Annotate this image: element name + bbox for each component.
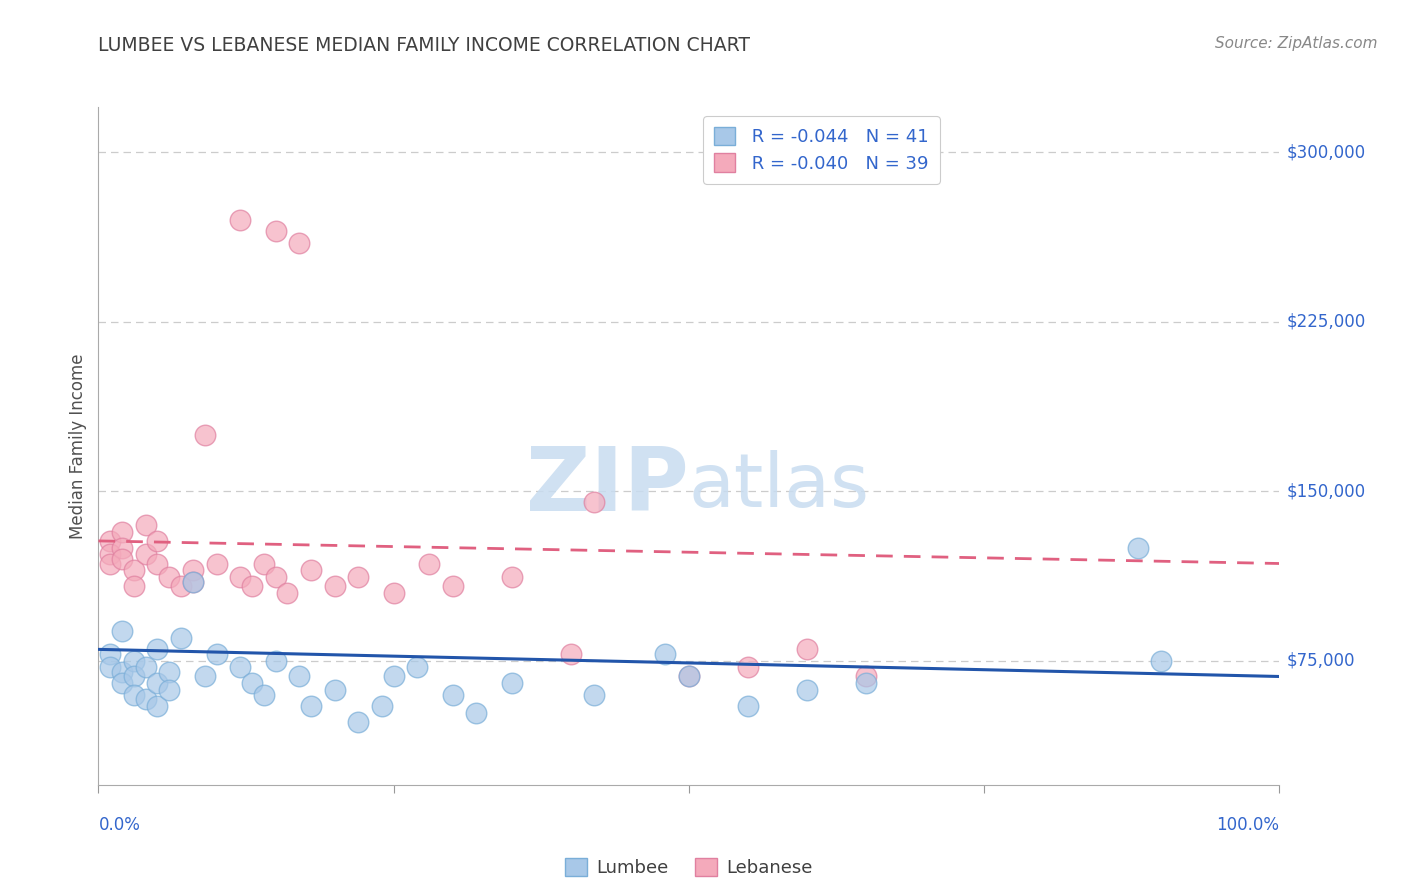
Point: [135, 518, 157, 533]
Point: [111, 541, 134, 555]
Y-axis label: Median Family Income: Median Family Income: [69, 353, 87, 539]
Point: [288, 669, 311, 683]
Point: [240, 676, 263, 690]
Point: [146, 676, 169, 690]
Text: $75,000: $75,000: [1286, 652, 1355, 670]
Text: atlas: atlas: [689, 450, 870, 524]
Point: [122, 688, 145, 702]
Text: $225,000: $225,000: [1286, 313, 1365, 331]
Point: [276, 586, 298, 600]
Point: [678, 669, 700, 683]
Point: [737, 698, 759, 713]
Point: [98, 647, 121, 661]
Text: ZIP: ZIP: [526, 443, 689, 530]
Point: [135, 660, 157, 674]
Point: [146, 557, 169, 571]
Point: [371, 698, 394, 713]
Point: [323, 683, 346, 698]
Point: [122, 654, 145, 668]
Point: [240, 579, 263, 593]
Point: [583, 495, 606, 509]
Point: [146, 642, 169, 657]
Text: $300,000: $300,000: [1286, 144, 1365, 161]
Point: [264, 224, 287, 238]
Point: [229, 570, 252, 584]
Point: [253, 557, 276, 571]
Point: [855, 676, 877, 690]
Point: [229, 660, 252, 674]
Point: [264, 654, 287, 668]
Point: [501, 570, 523, 584]
Point: [299, 563, 322, 577]
Point: [382, 669, 405, 683]
Point: [288, 235, 311, 250]
Point: [146, 533, 169, 548]
Text: $150,000: $150,000: [1286, 483, 1365, 500]
Point: [323, 579, 346, 593]
Point: [122, 579, 145, 593]
Point: [135, 548, 157, 562]
Point: [98, 548, 121, 562]
Point: [111, 524, 134, 539]
Point: [205, 557, 228, 571]
Point: [98, 557, 121, 571]
Legend: Lumbee, Lebanese: Lumbee, Lebanese: [558, 851, 820, 884]
Point: [111, 624, 134, 639]
Point: [157, 665, 180, 679]
Point: [560, 647, 582, 661]
Point: [146, 698, 169, 713]
Point: [441, 579, 464, 593]
Text: LUMBEE VS LEBANESE MEDIAN FAMILY INCOME CORRELATION CHART: LUMBEE VS LEBANESE MEDIAN FAMILY INCOME …: [98, 36, 751, 54]
Point: [583, 688, 606, 702]
Point: [796, 642, 818, 657]
Point: [111, 676, 134, 690]
Point: [501, 676, 523, 690]
Point: [1150, 654, 1173, 668]
Point: [855, 669, 877, 683]
Point: [418, 557, 440, 571]
Point: [122, 563, 145, 577]
Point: [181, 574, 204, 589]
Text: Source: ZipAtlas.com: Source: ZipAtlas.com: [1215, 36, 1378, 51]
Point: [98, 660, 121, 674]
Point: [194, 427, 217, 442]
Point: [678, 669, 700, 683]
Point: [181, 563, 204, 577]
Point: [441, 688, 464, 702]
Point: [347, 570, 370, 584]
Point: [157, 570, 180, 584]
Point: [205, 647, 228, 661]
Point: [194, 669, 217, 683]
Point: [111, 665, 134, 679]
Point: [465, 706, 488, 720]
Point: [229, 213, 252, 227]
Point: [111, 552, 134, 566]
Point: [98, 533, 121, 548]
Point: [299, 698, 322, 713]
Point: [157, 683, 180, 698]
Point: [253, 688, 276, 702]
Point: [170, 579, 193, 593]
Point: [654, 647, 676, 661]
Point: [796, 683, 818, 698]
Point: [347, 714, 370, 729]
Text: 0.0%: 0.0%: [98, 816, 141, 834]
Point: [135, 692, 157, 706]
Point: [382, 586, 405, 600]
Point: [264, 570, 287, 584]
Point: [1126, 541, 1149, 555]
Point: [181, 574, 204, 589]
Point: [170, 631, 193, 645]
Text: 100.0%: 100.0%: [1216, 816, 1279, 834]
Point: [737, 660, 759, 674]
Point: [406, 660, 429, 674]
Point: [122, 669, 145, 683]
